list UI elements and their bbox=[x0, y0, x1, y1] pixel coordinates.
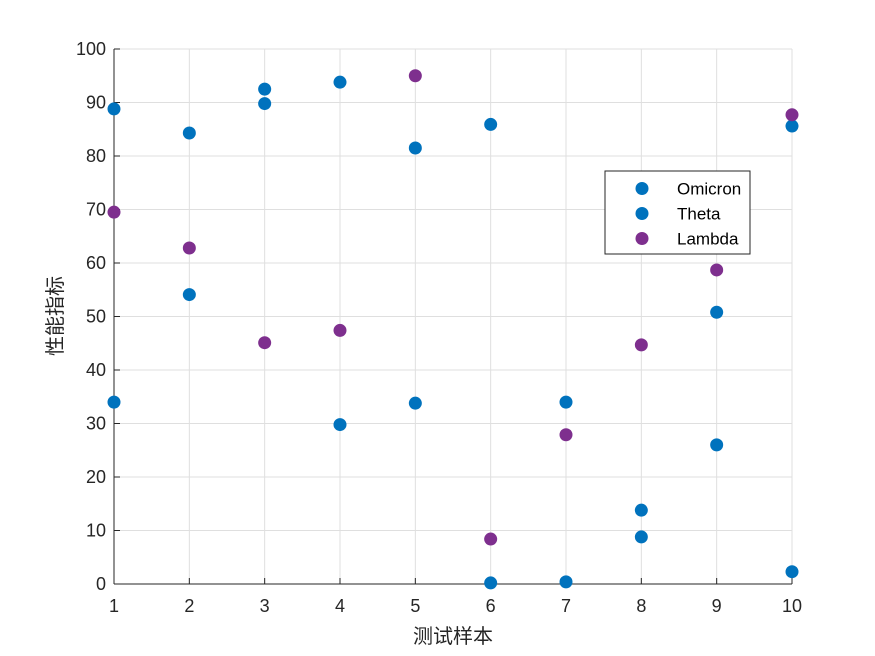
legend-label: Lambda bbox=[677, 230, 739, 249]
y-tick-label: 10 bbox=[86, 521, 106, 541]
legend-marker bbox=[635, 182, 649, 195]
point-omicron bbox=[107, 395, 121, 409]
point-theta bbox=[559, 575, 573, 589]
x-tick-label: 5 bbox=[410, 596, 420, 616]
x-tick-label: 2 bbox=[184, 596, 194, 616]
point-omicron bbox=[634, 503, 648, 517]
point-lambda bbox=[785, 108, 799, 122]
point-omicron bbox=[408, 141, 422, 155]
point-lambda bbox=[559, 428, 573, 442]
point-lambda bbox=[634, 338, 648, 352]
axes bbox=[113, 48, 793, 585]
point-theta bbox=[258, 82, 272, 96]
y-tick-label: 30 bbox=[86, 414, 106, 434]
point-theta bbox=[785, 119, 799, 133]
point-theta bbox=[710, 305, 724, 319]
data-points bbox=[107, 69, 799, 590]
x-tick-label: 8 bbox=[636, 596, 646, 616]
x-tick-label: 4 bbox=[335, 596, 345, 616]
legend-marker bbox=[635, 207, 649, 220]
legend-marker bbox=[635, 232, 649, 245]
point-lambda bbox=[408, 69, 422, 83]
point-theta bbox=[484, 117, 498, 131]
point-theta bbox=[182, 288, 196, 302]
y-tick-label: 40 bbox=[86, 360, 106, 380]
y-tick-label: 60 bbox=[86, 253, 106, 273]
point-omicron bbox=[785, 565, 799, 579]
x-tick-label: 1 bbox=[109, 596, 119, 616]
point-lambda bbox=[484, 532, 498, 546]
point-theta bbox=[408, 396, 422, 410]
x-axis-label: 测试样本 bbox=[413, 624, 493, 648]
y-tick-label: 20 bbox=[86, 467, 106, 487]
point-lambda bbox=[710, 263, 724, 277]
point-lambda bbox=[258, 336, 272, 350]
y-tick-label: 90 bbox=[86, 93, 106, 113]
y-tick-label: 100 bbox=[76, 39, 106, 59]
point-omicron bbox=[182, 126, 196, 140]
point-theta bbox=[333, 75, 347, 89]
x-tick-label: 6 bbox=[486, 596, 496, 616]
point-omicron bbox=[559, 395, 573, 409]
y-tick-label: 70 bbox=[86, 200, 106, 220]
point-lambda bbox=[182, 241, 196, 255]
point-theta bbox=[634, 530, 648, 544]
y-tick-label: 80 bbox=[86, 146, 106, 166]
point-omicron bbox=[710, 438, 724, 452]
point-lambda bbox=[107, 205, 121, 219]
x-tick-label: 3 bbox=[260, 596, 270, 616]
y-tick-label: 0 bbox=[96, 574, 106, 594]
point-omicron bbox=[484, 576, 498, 590]
point-omicron bbox=[333, 418, 347, 432]
x-tick-label: 7 bbox=[561, 596, 571, 616]
point-omicron bbox=[258, 97, 272, 111]
x-tick-label: 10 bbox=[782, 596, 802, 616]
legend-label: Theta bbox=[677, 205, 721, 224]
y-tick-label: 50 bbox=[86, 307, 106, 327]
point-theta bbox=[107, 102, 121, 116]
legend: Omicron Theta Lambda bbox=[604, 170, 751, 255]
y-axis-label: 性能指标 bbox=[43, 276, 67, 356]
legend-label: Omicron bbox=[677, 180, 741, 199]
x-tick-label: 9 bbox=[712, 596, 722, 616]
legend-box bbox=[604, 170, 751, 255]
point-lambda bbox=[333, 323, 347, 337]
